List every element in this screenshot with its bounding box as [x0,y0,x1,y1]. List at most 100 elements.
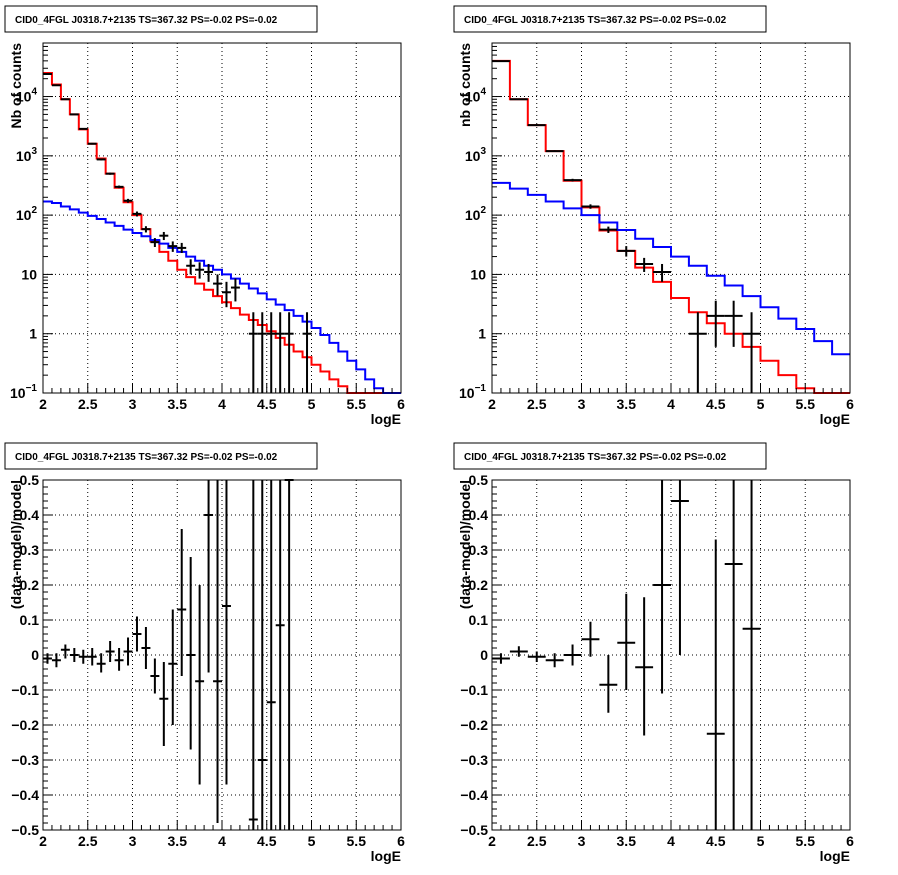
y-tick-label: −0.5 [460,822,488,838]
residual-point [123,637,133,666]
x-tick-label: 2.5 [527,833,547,849]
y-tick-label: −0.1 [460,682,488,698]
residual-point [635,597,654,736]
x-axis-label: logE [371,411,401,427]
y-tick-label: 0.3 [20,542,40,558]
x-axis-label: logE [371,848,401,864]
x-tick-label: 3.5 [168,833,188,849]
x-tick-label: 2.5 [527,396,547,412]
y-tick-label: 0.2 [20,577,40,593]
y-tick-label: −0.5 [11,822,39,838]
y-tick-label: −0.4 [11,787,39,803]
data-point [141,226,151,233]
axis-ticks: 2 2.5 3 3.5 4 4.5 5 5.5 6 −0.5 −0.4 −0.3 −0.2 −0.1 0 0.… [460,472,854,849]
panel-residuals-left: CID0_4FGL J0318.7+2135 TS=367.32 PS=-0.0… [4,442,405,864]
chart-title: CID0_4FGL J0318.7+2135 TS=367.32 PS=-0.0… [464,452,727,463]
residual-point [581,621,600,657]
axis-ticks: 2 2.5 3 3.5 4 4.5 5 5.5 6 −0.5 −0.4 −0.3 −0.2 −0.1 0 0.… [11,472,405,849]
data-point [177,242,187,253]
data-point [78,127,88,130]
data-point [302,312,312,393]
data-point [688,312,707,393]
residual-point [204,480,214,673]
x-tick-label: 2 [39,833,47,849]
y-tick-label: 0.4 [20,507,40,523]
residual-point [186,557,196,750]
data-point [213,274,222,296]
data-point [706,300,725,347]
x-tick-label: 4.5 [257,833,277,849]
y-axis-label: (data-model)/model [457,480,473,609]
chart-title: CID0_4FGL J0318.7+2135 TS=367.32 PS=-0.0… [15,452,278,463]
y-tick-label: −0.2 [11,717,39,733]
title-box [453,5,767,33]
y-tick-label: 10 [470,266,486,282]
data-point [257,312,267,393]
panel-counts-right: CID0_4FGL J0318.7+2135 TS=367.32 PS=-0.0… [453,5,854,427]
x-tick-label: 4 [218,396,226,412]
y-axis-label: nb of counts [457,43,473,127]
residual-point [706,539,725,830]
x-tick-label: 5.5 [796,396,816,412]
x-tick-label: 4.5 [706,833,726,849]
data-point [186,259,196,275]
residual-point [248,480,258,830]
plot-area [43,479,294,830]
residual-point [177,529,187,676]
residual-point [51,653,61,668]
x-tick-label: 2.5 [78,396,98,412]
residual-point [105,641,115,662]
residual-point [671,480,689,655]
residual-point [509,646,528,657]
model-component-line [492,181,850,356]
residual-point [78,649,88,664]
x-tick-label: 3 [129,396,137,412]
plot-area [43,71,401,394]
plot-area [492,480,761,830]
x-tick-label: 4 [667,396,675,412]
x-tick-label: 3.5 [168,396,188,412]
residual-point [96,653,106,673]
data-point [159,231,169,241]
chart-title: CID0_4FGL J0318.7+2135 TS=367.32 PS=-0.0… [15,15,278,26]
data-point [284,312,294,393]
x-tick-label: 3 [129,833,137,849]
data-point [87,142,97,145]
data-point [69,113,79,116]
title-box [4,442,318,470]
y-tick-label: 1 [29,326,37,342]
data-point [123,198,133,203]
x-tick-label: 2 [39,396,47,412]
data-point [742,312,761,393]
x-tick-label: 4.5 [257,396,277,412]
x-tick-label: 6 [397,833,405,849]
residual-point [87,648,97,666]
y-tick-label: −0.1 [11,682,39,698]
x-tick-label: 5 [308,833,316,849]
x-tick-label: 4.5 [706,396,726,412]
residual-point [60,644,70,659]
title-box [4,5,318,33]
data-point [653,263,671,282]
data-point [599,226,618,233]
residual-point [168,609,178,725]
x-tick-label: 3 [578,396,586,412]
residual-point [599,655,618,713]
y-tick-label: 1 [478,326,486,342]
y-tick-label: −0.4 [460,787,488,803]
data-point [635,257,654,272]
residual-point [742,480,761,830]
y-axis-label: Nb of counts [8,43,24,129]
x-axis-label: logE [820,411,850,427]
y-axis-label: (data-model)/model [8,480,24,609]
residual-point [724,480,743,830]
y-tick-label: −0.3 [460,752,488,768]
x-tick-label: 3.5 [617,833,637,849]
x-tick-label: 3 [578,833,586,849]
residual-point [563,644,582,666]
x-tick-label: 6 [397,396,405,412]
residual-point [150,658,160,694]
